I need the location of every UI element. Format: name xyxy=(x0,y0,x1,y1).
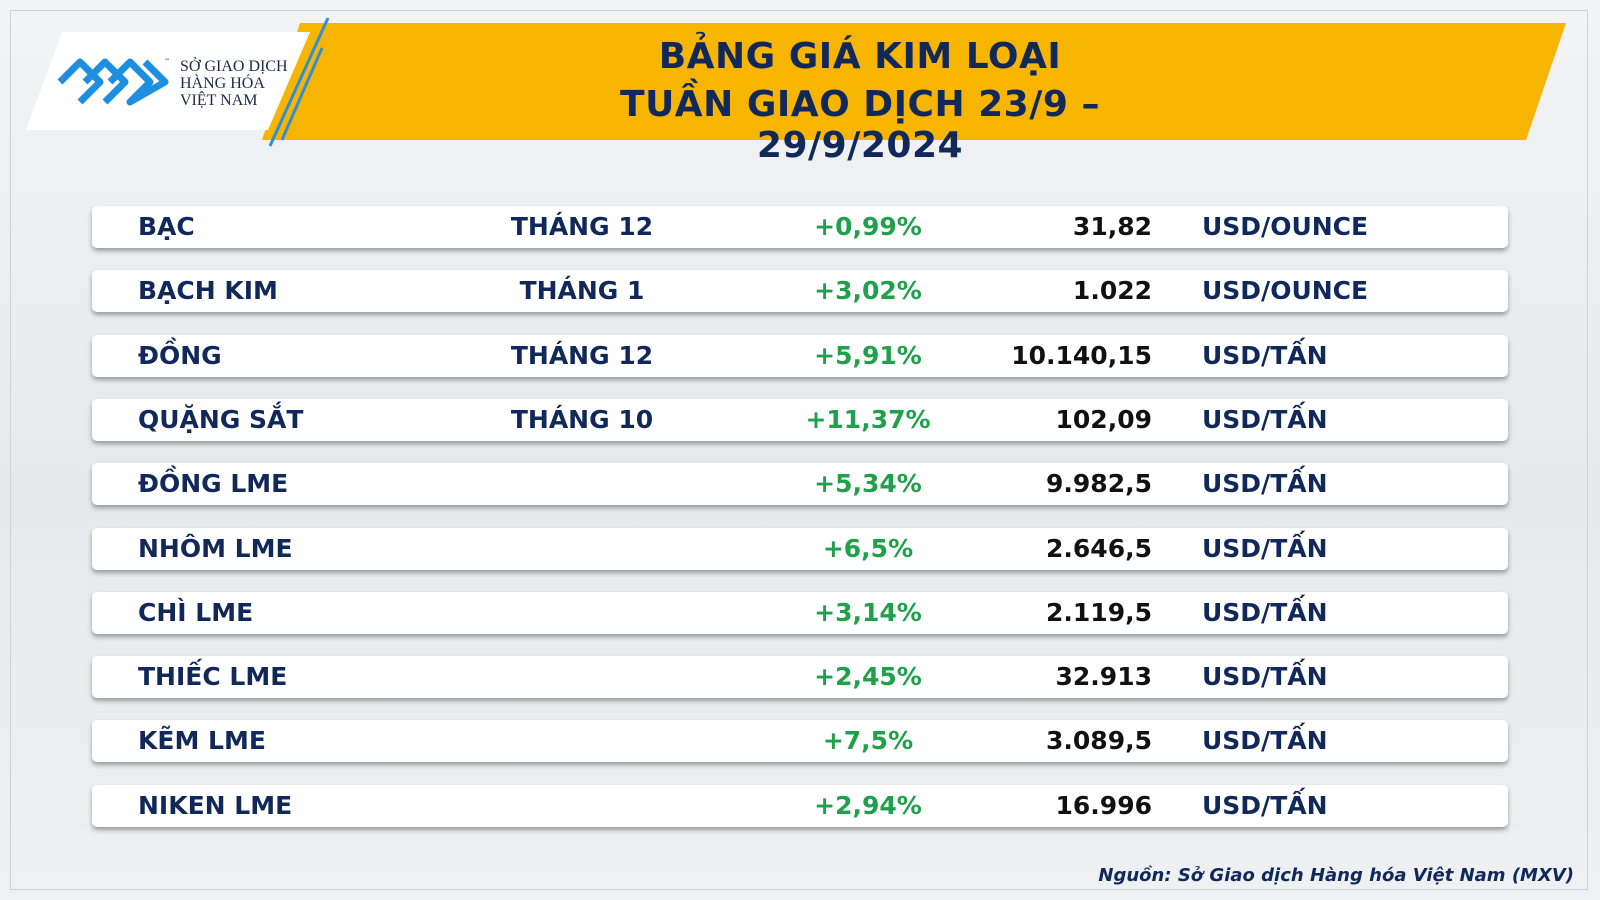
metal-name: KẼM LME xyxy=(138,726,266,756)
table-row: ĐỒNG THÁNG 12 +5,91% 10.140,15 USD/TẤN xyxy=(92,334,1508,377)
metal-name: BẠCH KIM xyxy=(138,276,278,306)
table-row: ĐỒNG LME +5,34% 9.982,5 USD/TẤN xyxy=(92,463,1508,506)
unit: USD/TẤN xyxy=(1202,404,1328,434)
weekly-change: +3,14% xyxy=(814,597,922,627)
weekly-change: +3,02% xyxy=(814,276,922,306)
title: TUẦN GIAO DỊCH 23/9 – 29/9/2024 xyxy=(620,84,1100,166)
table-row: CHÌ LME +3,14% 2.119,5 USD/TẤN xyxy=(92,591,1508,634)
logo-mark xyxy=(57,58,169,106)
metal-name: ĐỒNG xyxy=(138,340,222,370)
logo-text: HÀNG HÓA xyxy=(180,75,265,92)
banner xyxy=(26,17,1566,147)
unit: USD/TẤN xyxy=(1202,726,1328,756)
metal-name: BẠC xyxy=(138,212,195,241)
metal-name: THIẾC LME xyxy=(138,662,288,692)
table-row: BẠCH KIM THÁNG 1 +3,02% 1.022 USD/OUNCE xyxy=(92,270,1508,313)
frame xyxy=(10,10,1588,890)
table-row: THIẾC LME +2,45% 32.913 USD/TẤN xyxy=(92,656,1508,699)
logo-text: SỞ GIAO DỊCH xyxy=(180,58,288,75)
accent-line xyxy=(280,47,324,141)
price: 31,82 xyxy=(1072,212,1152,241)
weekly-change: +11,37% xyxy=(805,404,931,434)
accent-line xyxy=(268,17,330,147)
price: 2.119,5 xyxy=(1046,597,1152,627)
price: 102,09 xyxy=(1055,404,1152,434)
price: 10.140,15 xyxy=(1011,340,1152,370)
unit: USD/TẤN xyxy=(1202,533,1328,563)
metal-name: NIKEN LME xyxy=(138,790,293,820)
contract-month: THÁNG 12 xyxy=(510,340,654,370)
unit: USD/TẤN xyxy=(1202,597,1328,627)
weekly-change: +5,91% xyxy=(814,340,922,370)
weekly-change: +2,94% xyxy=(814,790,922,820)
price: 32.913 xyxy=(1055,662,1152,692)
weekly-change: +0,99% xyxy=(814,212,922,241)
metal-name: ĐỒNG LME xyxy=(138,469,289,499)
contract-month: THÁNG 12 xyxy=(510,212,654,241)
metal-name: NHÔM LME xyxy=(138,533,293,563)
table-row: KẼM LME +7,5% 3.089,5 USD/TẤN xyxy=(92,720,1508,763)
unit: USD/TẤN xyxy=(1202,790,1328,820)
weekly-change: +2,45% xyxy=(814,662,922,692)
table-row: QUẶNG SẮT THÁNG 10 +11,37% 102,09 USD/TẤN xyxy=(92,398,1508,441)
price: 2.646,5 xyxy=(1046,533,1152,563)
contract-month: THÁNG 1 xyxy=(519,276,645,306)
price: 9.982,5 xyxy=(1046,469,1152,499)
table-row: NIKEN LME +2,94% 16.996 USD/TẤN xyxy=(92,784,1508,827)
source-note: Nguồn: Sở Giao dịch Hàng hóa Việt Nam (M… xyxy=(1098,865,1574,886)
unit: USD/OUNCE xyxy=(1202,212,1369,241)
unit: USD/TẤN xyxy=(1202,662,1328,692)
metal-name: QUẶNG SẮT xyxy=(138,404,304,434)
price: 16.996 xyxy=(1055,790,1152,820)
logo-text: VIỆT NAM xyxy=(180,92,258,109)
unit: USD/TẤN xyxy=(1202,340,1328,370)
price: 3.089,5 xyxy=(1046,726,1152,756)
unit: USD/TẤN xyxy=(1202,469,1328,499)
title: BẢNG GIÁ KIM LOẠI xyxy=(658,36,1062,77)
metal-name: CHÌ LME xyxy=(138,597,254,627)
weekly-change: +7,5% xyxy=(822,726,914,756)
price: 1.022 xyxy=(1072,276,1152,306)
contract-month: THÁNG 10 xyxy=(510,404,654,434)
weekly-change: +5,34% xyxy=(814,469,922,499)
table-row: NHÔM LME +6,5% 2.646,5 USD/TẤN xyxy=(92,527,1508,570)
unit: USD/OUNCE xyxy=(1202,276,1369,306)
table-row: BẠC THÁNG 12 +0,99% 31,82 USD/OUNCE xyxy=(92,206,1508,248)
title-band xyxy=(262,23,1566,140)
logo-trademark: ™ xyxy=(164,58,170,65)
weekly-change: +6,5% xyxy=(822,533,914,563)
